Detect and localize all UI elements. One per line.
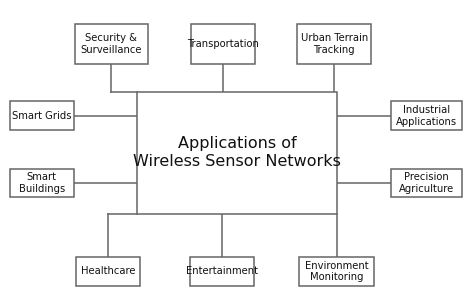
Text: Environment
Monitoring: Environment Monitoring [305,261,368,282]
Text: Industrial
Applications: Industrial Applications [396,105,457,127]
FancyBboxPatch shape [9,168,73,198]
FancyBboxPatch shape [137,92,337,214]
FancyBboxPatch shape [76,257,140,286]
FancyBboxPatch shape [191,24,255,64]
FancyBboxPatch shape [9,101,73,131]
Text: Transportation: Transportation [187,39,259,49]
FancyBboxPatch shape [190,257,254,286]
Text: Smart Grids: Smart Grids [12,111,72,121]
FancyBboxPatch shape [391,168,462,198]
FancyBboxPatch shape [74,24,148,64]
Text: Healthcare: Healthcare [81,267,135,276]
Text: Precision
Agriculture: Precision Agriculture [399,172,454,194]
FancyBboxPatch shape [391,101,462,131]
FancyBboxPatch shape [299,257,374,286]
Text: Smart
Buildings: Smart Buildings [18,172,65,194]
Text: Security &
Surveillance: Security & Surveillance [81,34,142,55]
FancyBboxPatch shape [298,24,371,64]
Text: Entertainment: Entertainment [186,267,258,276]
Text: Applications of
Wireless Sensor Networks: Applications of Wireless Sensor Networks [133,136,341,169]
Text: Urban Terrain
Tracking: Urban Terrain Tracking [301,34,368,55]
